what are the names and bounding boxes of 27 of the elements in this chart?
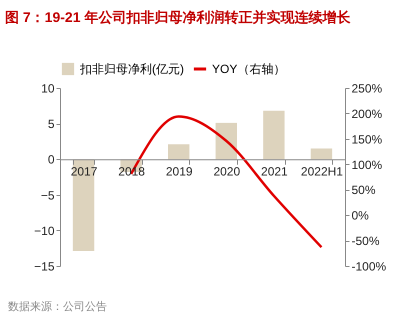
chart-title: 图 7：19-21 年公司扣非归母净利润转正并实现连续增长 [5,9,352,25]
x-tick-label: 2019 [166,164,193,179]
source-note: 数据来源：公司公告 [8,300,107,313]
legend-label: YOY（右轴） [212,62,286,76]
y2-tick-label: 200% [352,106,383,121]
bar [263,110,285,160]
y2-tick-label: -100% [352,260,387,274]
y2-tick-label: 100% [352,158,383,172]
y-tick-label: 5 [48,117,55,132]
y2-tick-label: 250% [352,82,383,96]
legend-label: 扣非归母净利(亿元) [79,62,184,76]
x-tick-label: 2017 [70,164,98,179]
bar [216,122,237,160]
y2-tick-label: -50% [352,234,380,248]
x-tick-label: 2020 [213,164,240,179]
y-tick-label: −10 [34,224,55,238]
bar [310,148,332,160]
y2-tick-label: 50% [352,183,376,198]
y-tick-label: −5 [40,188,55,202]
y2-tick-label: 0% [352,208,370,223]
y2-tick-label: 150% [352,132,383,146]
y-tick-label: 10 [41,82,55,96]
x-tick-label: 2022H1 [300,164,344,179]
y-tick-label: −15 [34,260,55,274]
x-tick-label: 2021 [261,164,288,179]
bar [168,144,190,160]
y-tick-label: 0 [48,152,55,167]
